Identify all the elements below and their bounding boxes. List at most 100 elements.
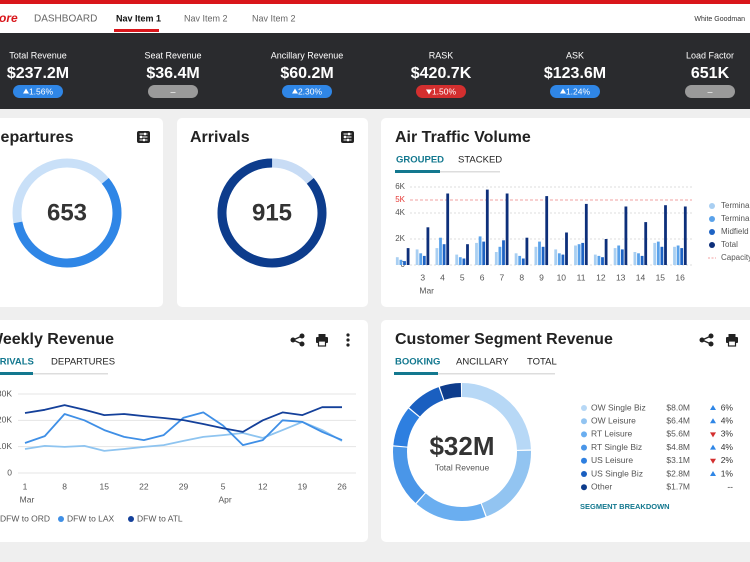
gauge-arc bbox=[12, 158, 122, 268]
x-tick-label: 19 bbox=[298, 481, 308, 491]
y-tick-label: 10K bbox=[0, 441, 12, 451]
more-icon[interactable] bbox=[346, 333, 350, 347]
bar bbox=[565, 232, 568, 265]
bar bbox=[633, 252, 637, 265]
trend-icon bbox=[710, 418, 716, 424]
x-month-label: Apr bbox=[219, 494, 232, 504]
legend-label[interactable]: Terminal bbox=[721, 201, 750, 210]
print-icon-paper bbox=[727, 340, 737, 347]
segment-value: $4.8M bbox=[666, 442, 690, 452]
capacity-label: 5K bbox=[395, 195, 405, 204]
filter-icon-knob bbox=[347, 138, 349, 142]
filter-icon[interactable] bbox=[341, 131, 354, 143]
legend-marker bbox=[581, 457, 587, 464]
nav-item[interactable]: DASHBOARD bbox=[34, 14, 97, 25]
kpi-change: 1.50% bbox=[432, 86, 457, 96]
bar bbox=[554, 249, 558, 265]
legend-label[interactable]: DFW to ORD bbox=[0, 513, 50, 523]
card bbox=[381, 320, 750, 542]
x-month-label: Mar bbox=[20, 494, 35, 504]
legend-label[interactable]: OW Single Biz bbox=[591, 402, 646, 412]
x-tick-label: 13 bbox=[616, 272, 626, 282]
user-name[interactable]: White Goodman bbox=[694, 16, 745, 23]
print-icon[interactable] bbox=[316, 334, 328, 347]
legend-label[interactable]: Midfield bbox=[721, 227, 749, 236]
trend-icon bbox=[710, 405, 716, 410]
legend-marker bbox=[709, 229, 715, 235]
legend-label[interactable]: DFW to LAX bbox=[67, 513, 115, 523]
legend-label[interactable]: RT Single Biz bbox=[591, 442, 642, 452]
nav-item[interactable]: Nav Item 2 bbox=[252, 13, 296, 23]
tab[interactable]: TOTAL bbox=[527, 357, 557, 368]
bar bbox=[581, 242, 585, 265]
bar bbox=[584, 203, 588, 265]
donut-segment bbox=[393, 383, 531, 521]
bar bbox=[498, 246, 502, 265]
segment-value: $8.0M bbox=[666, 402, 690, 412]
bar bbox=[683, 206, 687, 265]
bar bbox=[534, 246, 538, 265]
kpi-change: 1.24% bbox=[566, 86, 591, 96]
legend-label[interactable]: US Leisure bbox=[591, 455, 633, 465]
nav-item[interactable]: Nav Item 2 bbox=[184, 13, 228, 23]
legend-marker bbox=[58, 516, 64, 522]
legend-label[interactable]: RT Leisure bbox=[591, 429, 633, 439]
legend-marker bbox=[709, 242, 715, 248]
tab[interactable]: ANCILLARY bbox=[456, 357, 509, 368]
tab[interactable]: GROUPED bbox=[396, 155, 444, 166]
tab-active-underline bbox=[0, 372, 33, 375]
legend-label[interactable]: DFW to ATL bbox=[137, 513, 183, 523]
legend-label[interactable]: Capacity bbox=[721, 253, 750, 262]
tab[interactable]: BOOKING bbox=[395, 357, 440, 368]
legend-marker bbox=[581, 405, 587, 411]
bar bbox=[545, 196, 549, 265]
print-icon-top bbox=[318, 334, 326, 337]
donut-center-label: Total Revenue bbox=[435, 462, 490, 472]
kpi-value: $60.2M bbox=[280, 65, 333, 82]
bar bbox=[458, 257, 462, 265]
legend-label[interactable]: OW Leisure bbox=[591, 415, 636, 425]
gauge-value: 653 bbox=[47, 199, 87, 226]
bar bbox=[676, 245, 680, 265]
nav-item[interactable]: Nav Item 1 bbox=[116, 13, 161, 23]
segment-change: 1% bbox=[721, 468, 734, 478]
bar bbox=[518, 255, 522, 265]
x-tick-label: 10 bbox=[557, 272, 567, 282]
bar bbox=[620, 249, 624, 265]
tab[interactable]: DEPARTURES bbox=[51, 357, 115, 368]
y-tick-label: 20K bbox=[0, 415, 12, 425]
kpi-label: ASK bbox=[566, 50, 584, 60]
kpi-change-pill bbox=[685, 85, 735, 98]
bar bbox=[673, 246, 676, 265]
tab[interactable]: STACKED bbox=[458, 155, 502, 166]
share-icon[interactable] bbox=[699, 333, 714, 347]
segment-link[interactable]: SEGMENT BREAKDOWN bbox=[580, 502, 670, 511]
tab[interactable]: ARRIVALS bbox=[0, 357, 34, 368]
legend-label[interactable]: US Single Biz bbox=[591, 468, 643, 478]
y-tick-label: 4K bbox=[395, 208, 405, 217]
bar bbox=[419, 253, 423, 265]
filter-icon[interactable] bbox=[137, 131, 150, 143]
share-icon[interactable] bbox=[290, 333, 305, 347]
x-tick-label: 8 bbox=[62, 481, 67, 491]
bar bbox=[525, 237, 529, 265]
card-title: Air Traffic Volume bbox=[395, 129, 531, 146]
more-icon-dot bbox=[346, 343, 350, 347]
x-tick-label: 15 bbox=[100, 481, 110, 491]
legend-label[interactable]: Terminal bbox=[721, 214, 750, 223]
x-tick-label: 11 bbox=[577, 272, 586, 282]
y-tick-label: 0 bbox=[401, 260, 406, 269]
bar bbox=[466, 244, 469, 265]
more-icon-dot bbox=[346, 333, 350, 337]
print-icon[interactable] bbox=[726, 334, 738, 347]
kpi-change-pill bbox=[550, 85, 600, 98]
bar bbox=[656, 241, 660, 265]
bar bbox=[505, 193, 509, 265]
filter-icon-knob bbox=[143, 138, 145, 142]
filter-icon-knob bbox=[144, 132, 146, 136]
kpi-change-pill bbox=[13, 85, 63, 98]
legend-label[interactable]: Total bbox=[721, 240, 738, 249]
legend-label[interactable]: Other bbox=[591, 481, 612, 491]
